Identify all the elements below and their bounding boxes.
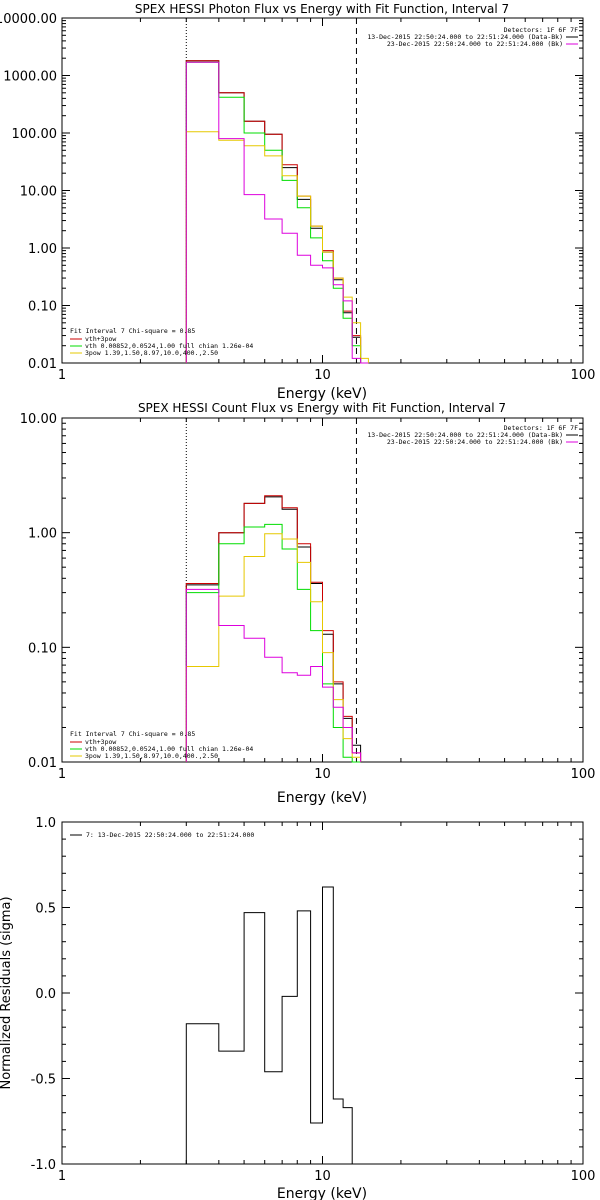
count-x-axis-label: Energy (keV)	[277, 790, 367, 806]
y-tick-label: -1.0	[31, 1158, 56, 1173]
resid-x-axis-label: Energy (keV)	[277, 1186, 367, 1200]
photon-detectors-text: Detectors: 1F 6F 7F	[504, 26, 578, 34]
x-tick-label: 100	[571, 767, 596, 782]
count-flux-panel: SPEX HESSI Count Flux vs Energy with Fit…	[20, 401, 596, 806]
photon-legend-item-3: 3pow 1.39,1.50,8.97,10.0,400.,2.50	[85, 349, 218, 357]
y-tick-label: -0.5	[31, 1073, 56, 1088]
y-tick-label: 100.00	[12, 127, 58, 142]
count-series-group	[185, 495, 362, 763]
series-line-sum	[185, 886, 361, 1165]
series-line-3pow	[185, 533, 362, 762]
count-bk-text: 23-Dec-2015 22:50:24.000 to 22:51:24.000…	[387, 438, 563, 446]
count-legend-item-2: vth 0.00852,0.0524,1.00 full chian 1.26e…	[85, 745, 253, 753]
series-line-vth	[185, 523, 361, 763]
y-tick-label: 0.01	[28, 357, 57, 372]
photon-series-group	[185, 60, 369, 364]
count-detectors-text: Detectors: 1F 6F 7F	[504, 424, 578, 432]
y-tick-label: 0.0	[35, 987, 56, 1002]
series-line-3pow	[185, 131, 369, 363]
count-panel-title: SPEX HESSI Count Flux vs Energy with Fit…	[138, 401, 506, 415]
y-tick-label: 0.10	[28, 641, 57, 656]
series-line-bk	[185, 61, 369, 364]
x-tick-label: 100	[571, 368, 596, 383]
y-tick-label: 0.10	[28, 300, 57, 315]
y-tick-label: 0.01	[28, 756, 57, 771]
count-interval-text: 13-Dec-2015 22:50:24.000 to 22:51:24.000…	[367, 431, 563, 439]
photon-panel-title: SPEX HESSI Photon Flux vs Energy with Fi…	[135, 2, 509, 16]
resid-x-ticks: 1 10 100	[58, 822, 596, 1184]
y-tick-label: 10.00	[20, 412, 57, 427]
photon-bk-text: 23-Dec-2015 22:50:24.000 to 22:51:24.000…	[387, 40, 563, 48]
photon-y-ticks: 0.01 0.10 1.00 10.00 100.00 1000.00 10000.00	[0, 12, 583, 372]
photon-x-axis-label: Energy (keV)	[277, 386, 367, 402]
y-tick-label: 0.5	[35, 902, 56, 917]
photon-interval-text: 13-Dec-2015 22:50:24.000 to 22:51:24.000…	[367, 33, 563, 41]
series-line-vth_plus_3pow	[185, 495, 362, 762]
x-tick-label: 10	[314, 767, 331, 782]
count-y-ticks: 0.01 0.10 1.00 10.00	[20, 412, 583, 771]
series-line-vth	[185, 61, 369, 364]
y-tick-label: 1.00	[28, 527, 57, 542]
series-line-vth_plus_3pow	[185, 60, 369, 364]
count-legend-item-3: 3pow 1.39,1.50,8.97,10.0,400.,2.50	[85, 752, 218, 760]
y-tick-label: 1.0	[35, 816, 56, 831]
count-fit-range-lines	[185, 418, 357, 762]
series-line-sum	[185, 496, 362, 762]
x-tick-label: 1	[58, 1169, 66, 1184]
resid-series-group	[185, 886, 361, 1165]
x-tick-label: 1	[58, 368, 66, 383]
y-tick-label: 1.00	[28, 242, 57, 257]
y-tick-label: 10000.00	[0, 12, 57, 27]
y-tick-label: 10.00	[20, 185, 57, 200]
photon-flux-panel: SPEX HESSI Photon Flux vs Energy with Fi…	[0, 2, 595, 402]
count-legend-item-1: vth+3pow	[85, 738, 116, 746]
count-x-ticks: 1 10 100	[58, 418, 596, 782]
photon-fit-range-lines	[185, 18, 357, 363]
x-tick-label: 1	[58, 767, 66, 782]
photon-plot-frame	[61, 17, 584, 364]
series-line-bk	[185, 588, 362, 762]
resid-legend-text: 7: 13-Dec-2015 22:50:24.000 to 22:51:24.…	[86, 831, 254, 839]
photon-legend-item-1: vth+3pow	[85, 335, 116, 343]
photon-legend-fit: Fit Interval 7 Chi-square = 0.85	[70, 327, 195, 335]
photon-x-ticks: 1 10 100	[58, 18, 596, 383]
y-tick-label: 1000.00	[3, 70, 57, 85]
x-tick-label: 10	[314, 368, 331, 383]
series-line-sum	[185, 60, 369, 364]
resid-y-axis-label: Normalized Residuals (sigma)	[0, 896, 14, 1089]
residuals-panel: -1.0 -0.5 0.0 0.5 1.0 1 10 100 Energy (keV) No…	[0, 816, 595, 1200]
x-tick-label: 100	[571, 1169, 596, 1184]
resid-y-ticks: -1.0 -0.5 0.0 0.5 1.0	[31, 816, 583, 1173]
count-legend-fit: Fit Interval 7 Chi-square = 0.85	[70, 730, 195, 738]
x-tick-label: 10	[314, 1169, 331, 1184]
photon-legend-item-2: vth 0.00852,0.0524,1.00 full chian 1.26e…	[85, 342, 253, 350]
